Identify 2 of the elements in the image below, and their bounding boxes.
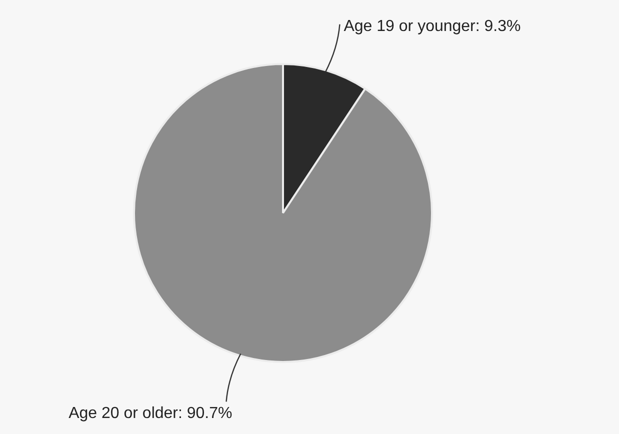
slice-label: Age 19 or younger: 9.3% [344,18,521,35]
slice-label: Age 20 or older: 90.7% [68,405,232,422]
